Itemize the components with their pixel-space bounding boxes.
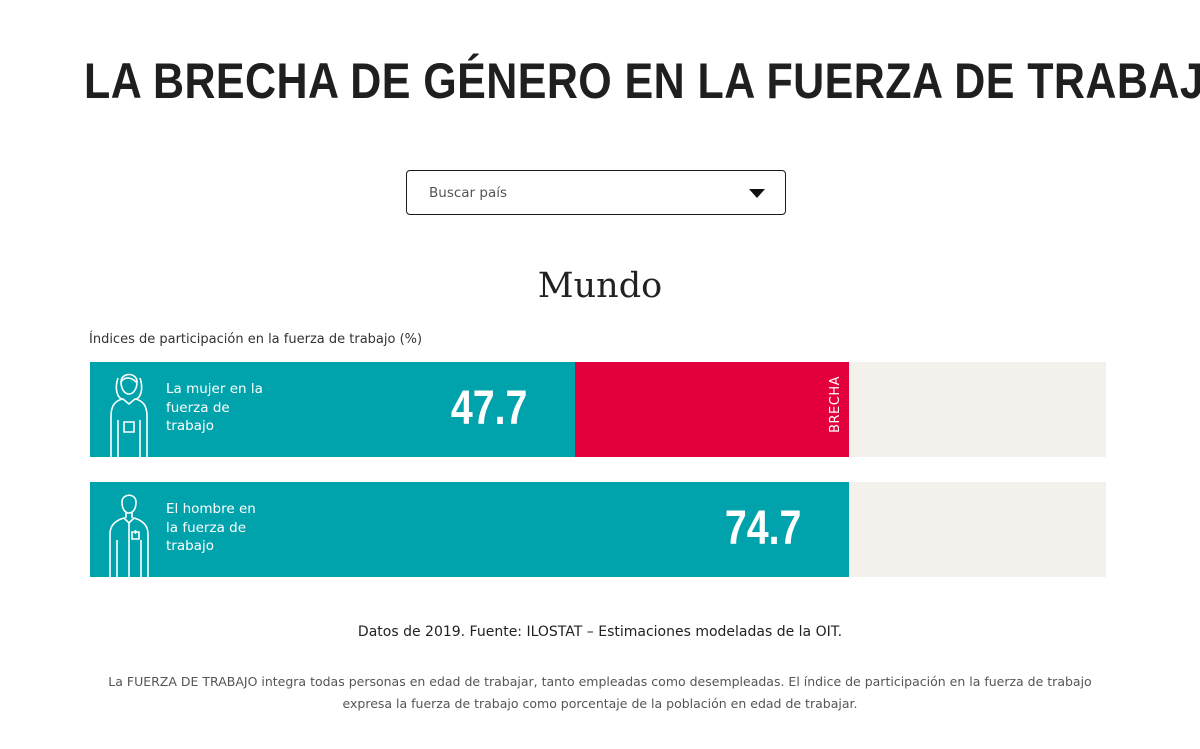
bar-value-men: 74.7 xyxy=(724,502,801,555)
region-title: Mundo xyxy=(537,266,663,306)
source-note: Datos de 2019. Fuente: ILOSTAT – Estimac… xyxy=(357,624,843,640)
bar-women: La mujer en la fuerza de trabajo 47.7 xyxy=(90,362,575,457)
bar-value-women: 47.7 xyxy=(450,382,527,435)
gap-bar: BRECHA xyxy=(575,362,849,457)
country-select-placeholder: Buscar país xyxy=(429,185,508,201)
chart-subtitle: Índices de participación en la fuerza de… xyxy=(89,332,423,347)
bar-track-men: El hombre en la fuerza de trabajo 74.7 xyxy=(90,482,1106,577)
definition-note: La FUERZA DE TRABAJO integra todas perso… xyxy=(108,674,1092,711)
woman-icon xyxy=(110,373,148,457)
page-title: LA BRECHA DE GÉNERO EN LA FUERZA DE TRAB… xyxy=(84,53,1200,109)
country-select[interactable]: Buscar país xyxy=(406,170,786,215)
bar-label-women: La mujer en la fuerza de trabajo xyxy=(166,381,263,434)
man-icon xyxy=(109,494,149,577)
bar-track-women: La mujer en la fuerza de trabajo 47.7 BR… xyxy=(90,362,1106,457)
chevron-down-icon[interactable] xyxy=(749,189,765,198)
gap-label: BRECHA xyxy=(828,376,843,433)
bar-label-men: El hombre en la fuerza de trabajo xyxy=(166,501,256,554)
bar-men: El hombre en la fuerza de trabajo 74.7 xyxy=(90,482,849,577)
